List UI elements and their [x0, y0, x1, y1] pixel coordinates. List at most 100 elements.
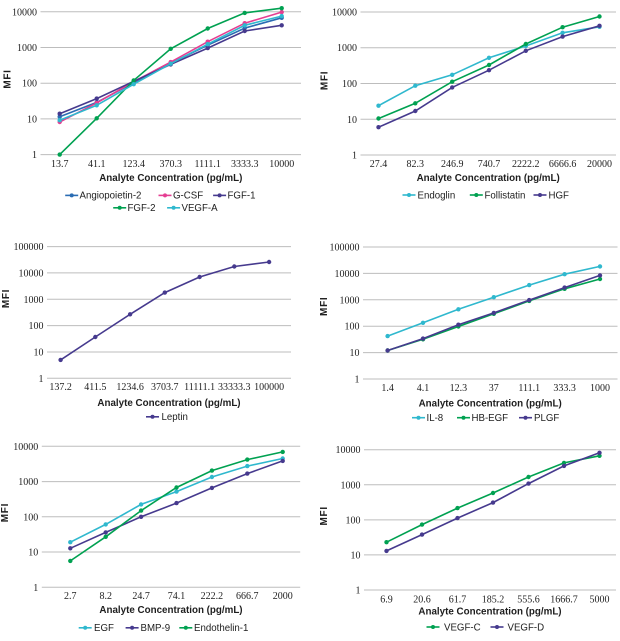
- svg-text:10: 10: [34, 348, 44, 359]
- svg-text:Analyte Concentration (pg/mL): Analyte Concentration (pg/mL): [97, 398, 240, 409]
- svg-text:10000: 10000: [13, 442, 38, 453]
- svg-text:100000: 100000: [330, 243, 360, 254]
- svg-text:5000: 5000: [590, 595, 610, 606]
- svg-text:1000: 1000: [340, 295, 360, 306]
- svg-text:222.2: 222.2: [201, 591, 224, 602]
- svg-text:Analyte Concentration (pg/mL): Analyte Concentration (pg/mL): [418, 607, 561, 618]
- svg-text:1000: 1000: [24, 295, 44, 306]
- svg-text:82.3: 82.3: [407, 159, 425, 170]
- svg-text:Analyte Concentration (pg/mL): Analyte Concentration (pg/mL): [417, 173, 560, 184]
- svg-text:PLGF: PLGF: [534, 413, 559, 424]
- svg-text:FGF-1: FGF-1: [228, 191, 256, 202]
- svg-text:10000: 10000: [332, 8, 357, 19]
- svg-text:20000: 20000: [587, 159, 612, 170]
- svg-text:3333.3: 3333.3: [231, 159, 259, 170]
- svg-text:2000: 2000: [273, 591, 293, 602]
- svg-text:HGF: HGF: [549, 190, 570, 201]
- svg-text:1111.1: 1111.1: [195, 159, 221, 170]
- svg-text:12.3: 12.3: [450, 383, 468, 394]
- svg-text:13.7: 13.7: [51, 159, 69, 170]
- svg-text:3703.7: 3703.7: [151, 382, 179, 393]
- svg-text:IL-8: IL-8: [427, 413, 444, 424]
- svg-text:37: 37: [489, 383, 499, 394]
- svg-text:MFI: MFI: [0, 503, 11, 522]
- svg-text:100: 100: [23, 512, 38, 523]
- svg-text:10000: 10000: [335, 269, 360, 280]
- svg-text:8.2: 8.2: [99, 591, 112, 602]
- svg-text:10: 10: [351, 550, 361, 561]
- svg-text:HB-EGF: HB-EGF: [472, 413, 509, 424]
- svg-text:1: 1: [39, 374, 44, 385]
- svg-text:100: 100: [345, 322, 360, 333]
- svg-text:33333.3: 33333.3: [218, 382, 251, 393]
- svg-text:Analyte Concentration (pg/mL): Analyte Concentration (pg/mL): [99, 605, 242, 616]
- svg-text:10: 10: [350, 348, 360, 359]
- svg-text:MFI: MFI: [319, 506, 330, 525]
- svg-text:EGF: EGF: [94, 623, 114, 634]
- svg-text:Endoglin: Endoglin: [418, 190, 456, 201]
- svg-text:123.4: 123.4: [122, 159, 145, 170]
- svg-text:11111.1: 11111.1: [184, 382, 215, 393]
- svg-text:Follistatin: Follistatin: [485, 190, 526, 201]
- svg-text:100: 100: [346, 515, 361, 526]
- svg-text:MFI: MFI: [319, 297, 330, 316]
- svg-text:6.9: 6.9: [380, 595, 393, 606]
- svg-text:1234.6: 1234.6: [116, 382, 144, 393]
- svg-text:666.7: 666.7: [236, 591, 259, 602]
- svg-text:1: 1: [33, 583, 38, 594]
- svg-text:4.1: 4.1: [417, 383, 430, 394]
- svg-text:2222.2: 2222.2: [512, 159, 540, 170]
- svg-text:1000: 1000: [341, 480, 361, 491]
- svg-text:VEGF-C: VEGF-C: [444, 622, 481, 633]
- svg-text:41.1: 41.1: [88, 159, 106, 170]
- svg-text:Leptin: Leptin: [162, 412, 188, 423]
- svg-text:111.1: 111.1: [518, 383, 540, 394]
- svg-text:555.6: 555.6: [517, 595, 540, 606]
- svg-text:185.2: 185.2: [482, 595, 505, 606]
- svg-text:333.3: 333.3: [553, 383, 576, 394]
- svg-text:370.3: 370.3: [159, 159, 182, 170]
- svg-text:24.7: 24.7: [132, 591, 150, 602]
- svg-text:6666.6: 6666.6: [549, 159, 577, 170]
- svg-text:100000: 100000: [14, 242, 44, 253]
- svg-text:VEGF-A: VEGF-A: [182, 203, 219, 214]
- svg-text:1666.7: 1666.7: [550, 595, 578, 606]
- svg-text:1000: 1000: [337, 43, 357, 54]
- svg-text:MFI: MFI: [1, 289, 12, 308]
- svg-text:VEGF-D: VEGF-D: [508, 622, 545, 633]
- svg-text:Endothelin-1: Endothelin-1: [194, 623, 248, 634]
- svg-text:1.4: 1.4: [381, 383, 394, 394]
- svg-text:MFI: MFI: [2, 69, 13, 88]
- svg-text:BMP-9: BMP-9: [141, 623, 171, 634]
- svg-text:20.6: 20.6: [413, 595, 431, 606]
- svg-text:1: 1: [355, 375, 360, 386]
- svg-text:246.9: 246.9: [441, 159, 464, 170]
- svg-text:MFI: MFI: [320, 71, 331, 90]
- svg-text:1000: 1000: [590, 383, 610, 394]
- svg-text:10000: 10000: [19, 268, 44, 279]
- svg-text:1000: 1000: [17, 43, 37, 54]
- svg-text:100000: 100000: [254, 382, 284, 393]
- svg-text:1: 1: [356, 586, 361, 597]
- svg-text:27.4: 27.4: [370, 159, 388, 170]
- svg-text:FGF-2: FGF-2: [128, 203, 156, 214]
- svg-text:10: 10: [27, 114, 37, 125]
- svg-text:100: 100: [29, 321, 44, 332]
- svg-text:411.5: 411.5: [84, 382, 106, 393]
- svg-text:2.7: 2.7: [64, 591, 77, 602]
- svg-text:137.2: 137.2: [49, 382, 72, 393]
- svg-text:Analyte Concentration (pg/mL): Analyte Concentration (pg/mL): [99, 173, 242, 184]
- svg-text:1: 1: [352, 151, 357, 162]
- svg-text:740.7: 740.7: [478, 159, 501, 170]
- svg-text:10: 10: [28, 548, 38, 559]
- svg-text:G-CSF: G-CSF: [173, 191, 203, 202]
- svg-text:10000: 10000: [269, 159, 294, 170]
- svg-text:61.7: 61.7: [449, 595, 467, 606]
- svg-text:10000: 10000: [12, 7, 37, 18]
- svg-text:10: 10: [347, 115, 357, 126]
- svg-text:100: 100: [342, 79, 357, 90]
- svg-text:10000: 10000: [336, 445, 361, 456]
- svg-text:Analyte Concentration (pg/mL): Analyte Concentration (pg/mL): [419, 398, 562, 409]
- svg-text:Angiopoietin-2: Angiopoietin-2: [80, 191, 142, 202]
- svg-text:1: 1: [32, 150, 37, 161]
